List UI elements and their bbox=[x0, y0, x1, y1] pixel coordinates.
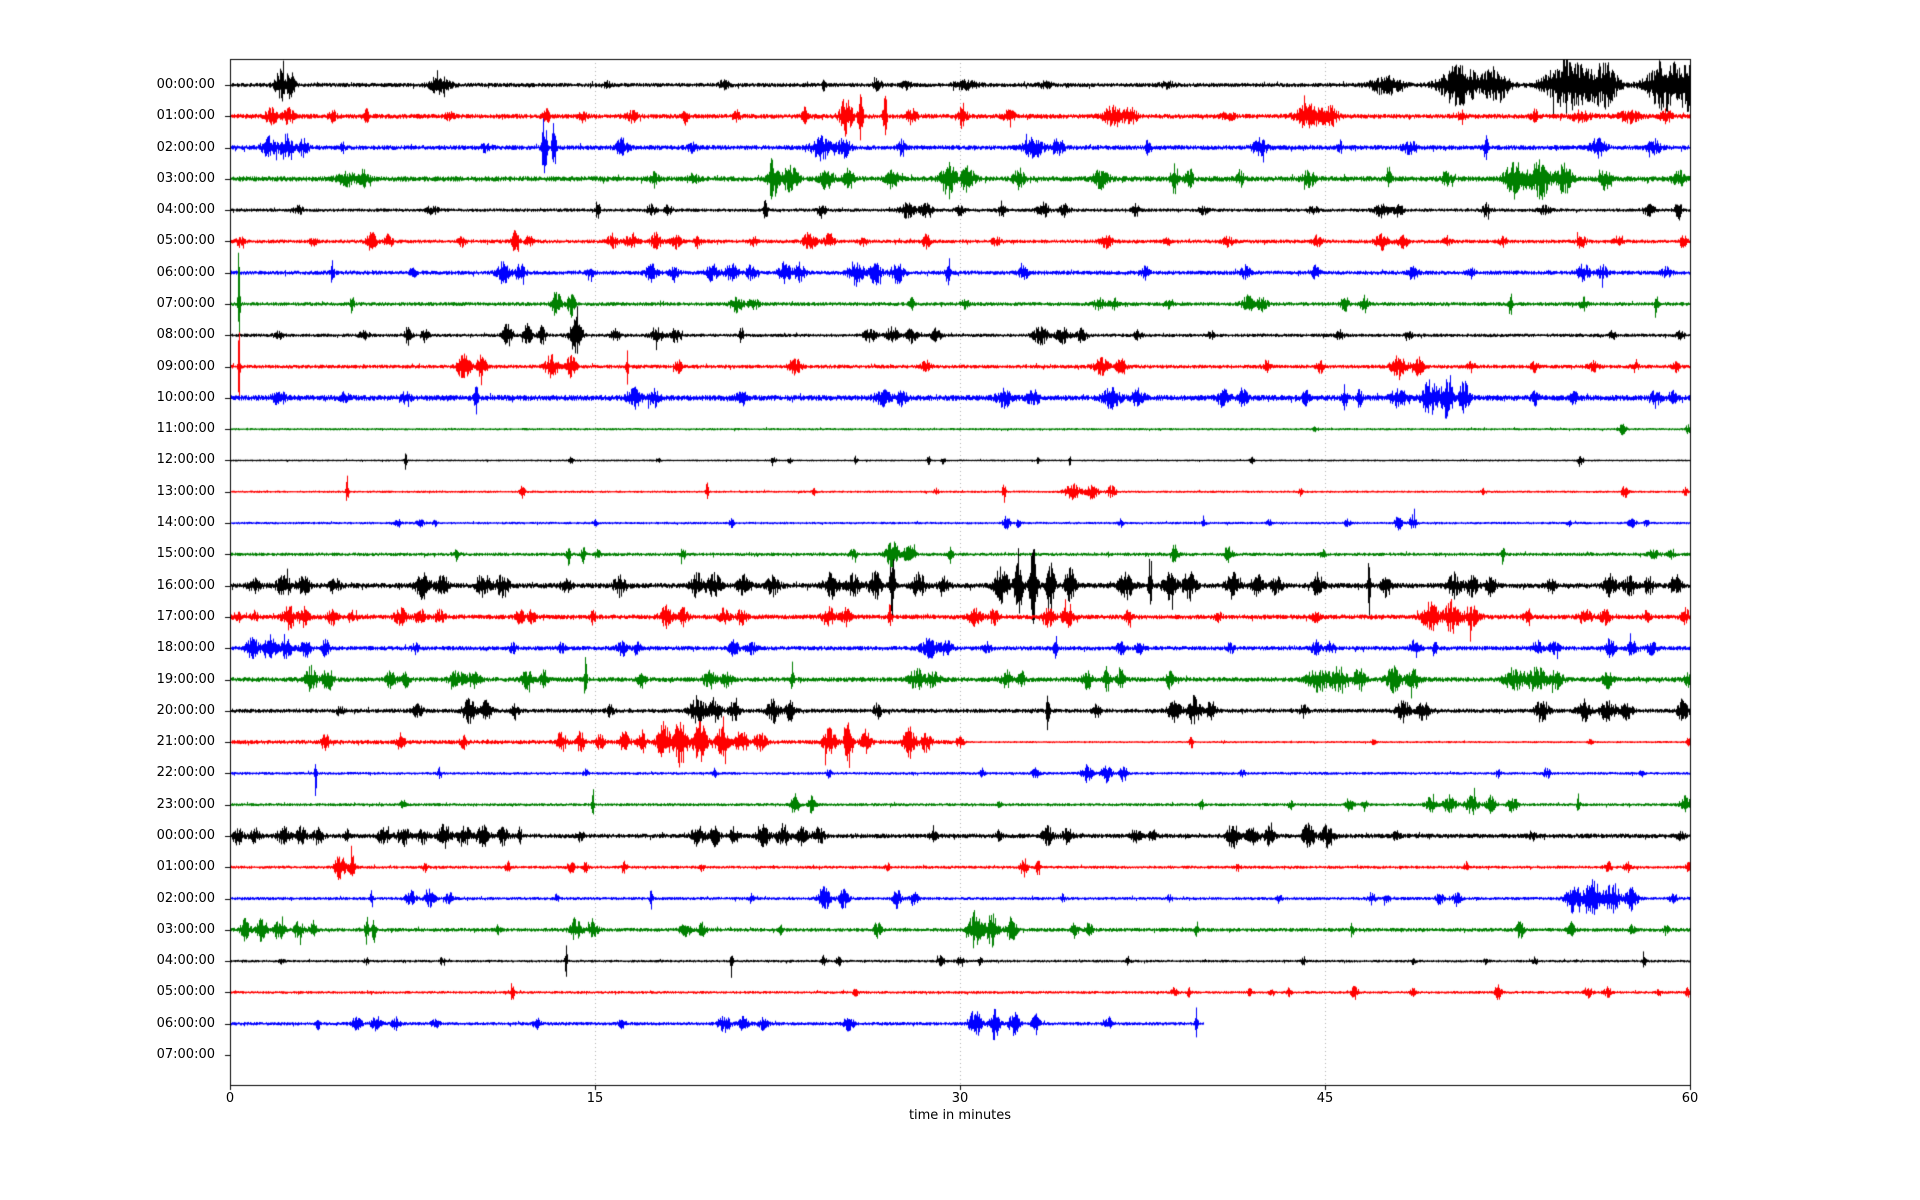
y-tick-label: 00:00:00 bbox=[156, 77, 215, 92]
y-tick-label: 02:00:00 bbox=[156, 890, 215, 906]
y-tick-label: 18:00:00 bbox=[156, 640, 215, 656]
y-tick-label: 16:00:00 bbox=[156, 577, 215, 593]
y-tick-label: 20:00:00 bbox=[156, 702, 215, 718]
y-tick-label: 17:00:00 bbox=[156, 608, 215, 624]
y-tick-label: 10:00:00 bbox=[156, 389, 215, 405]
y-tick-label: 07:00:00 bbox=[156, 296, 215, 312]
y-tick-label: 00:00:00 bbox=[156, 827, 215, 843]
y-tick-label: 05:00:00 bbox=[156, 233, 215, 249]
y-tick-label: 21:00:00 bbox=[156, 734, 215, 750]
x-tick-label: 15 bbox=[586, 1091, 604, 1106]
y-tick-label: 06:00:00 bbox=[156, 1015, 215, 1031]
y-tick-label: 15:00:00 bbox=[156, 546, 215, 562]
y-tick-label: 07:00:00 bbox=[156, 1046, 215, 1062]
y-tick-label: 12:00:00 bbox=[156, 452, 215, 468]
x-tick-label: 45 bbox=[1316, 1091, 1334, 1106]
y-tick-label: 05:00:00 bbox=[156, 984, 215, 1000]
y-tick-label: 08:00:00 bbox=[156, 327, 215, 343]
y-tick-label: 22:00:00 bbox=[156, 765, 215, 781]
y-tick-label: 01:00:00 bbox=[156, 108, 215, 124]
y-tick-label: 04:00:00 bbox=[156, 202, 215, 218]
y-tick-label: 13:00:00 bbox=[156, 483, 215, 499]
y-tick-label: 19:00:00 bbox=[156, 671, 215, 687]
x-tick-label: 30 bbox=[951, 1091, 969, 1106]
y-tick-label: 03:00:00 bbox=[156, 170, 215, 186]
y-tick-label: 11:00:00 bbox=[156, 421, 215, 437]
y-tick-label: 14:00:00 bbox=[156, 515, 215, 531]
y-tick-label: 23:00:00 bbox=[156, 796, 215, 812]
x-axis-label: time in minutes bbox=[908, 1108, 1012, 1123]
x-tick-label: 60 bbox=[1681, 1091, 1699, 1106]
y-tick-label: 06:00:00 bbox=[156, 264, 215, 280]
x-tick-label: 0 bbox=[225, 1091, 235, 1106]
y-tick-label: 02:00:00 bbox=[156, 139, 215, 155]
y-tick-label: 01:00:00 bbox=[156, 859, 215, 875]
y-tick-label: 03:00:00 bbox=[156, 921, 215, 937]
y-tick-label: 09:00:00 bbox=[156, 358, 215, 374]
y-tick-label: 04:00:00 bbox=[156, 953, 215, 969]
